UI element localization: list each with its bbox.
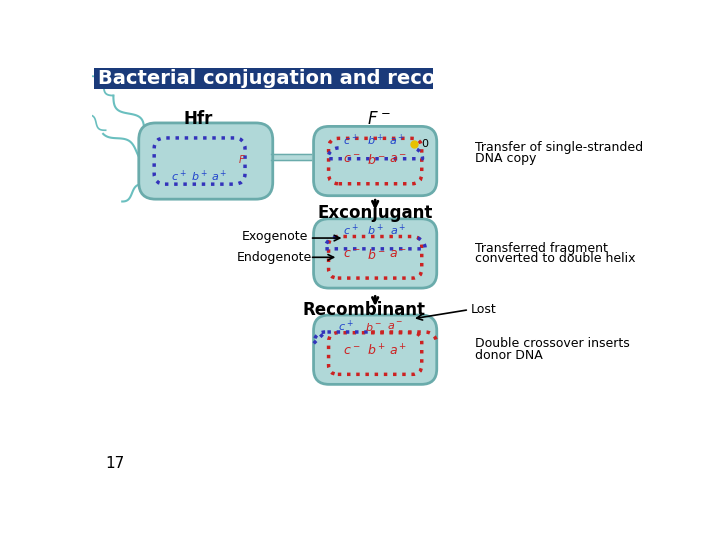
- Text: $c^+$: $c^+$: [343, 133, 359, 148]
- Text: Endogenote: Endogenote: [237, 251, 312, 264]
- Text: Transfer of single-stranded: Transfer of single-stranded: [475, 141, 644, 154]
- Text: $F^-$: $F^-$: [367, 110, 391, 127]
- Text: $b^+$: $b^+$: [367, 343, 386, 359]
- Text: $b^+$: $b^+$: [366, 133, 384, 148]
- Text: $b^-$: $b^-$: [365, 321, 382, 333]
- Text: $c^-$: $c^-$: [343, 248, 361, 261]
- Text: $a^-$: $a^-$: [389, 153, 408, 166]
- FancyBboxPatch shape: [314, 315, 437, 384]
- Text: Lost: Lost: [471, 303, 496, 316]
- Text: $a^-$: $a^-$: [387, 321, 403, 332]
- Text: Recombinant: Recombinant: [302, 301, 425, 319]
- Text: $c^-$: $c^-$: [343, 345, 361, 357]
- Text: Double crossover inserts: Double crossover inserts: [475, 337, 630, 350]
- Text: donor DNA: donor DNA: [475, 349, 543, 362]
- Text: $c^+$: $c^+$: [171, 169, 186, 184]
- Text: Hfr: Hfr: [184, 110, 212, 127]
- Text: $a^+$: $a^+$: [389, 343, 408, 359]
- Text: F: F: [239, 154, 245, 165]
- Text: Transferred fragment: Transferred fragment: [475, 241, 608, 254]
- Text: $b^+$: $b^+$: [191, 169, 208, 184]
- Text: $a^+$: $a^+$: [389, 133, 405, 148]
- Text: $c^+$: $c^+$: [338, 319, 354, 334]
- FancyBboxPatch shape: [314, 219, 437, 288]
- Text: 0: 0: [421, 139, 428, 149]
- Text: $a^+$: $a^+$: [390, 222, 407, 238]
- Text: $c^-$: $c^-$: [343, 153, 361, 166]
- FancyBboxPatch shape: [139, 123, 273, 199]
- FancyBboxPatch shape: [314, 126, 437, 195]
- Text: $c^+$: $c^+$: [343, 222, 359, 238]
- Text: $b^+$: $b^+$: [366, 222, 384, 238]
- Text: Exogenote: Exogenote: [242, 230, 308, 243]
- Text: Bacterial conjugation and recombination: Bacterial conjugation and recombination: [98, 69, 546, 88]
- Text: $a^+$: $a^+$: [212, 169, 228, 184]
- Text: DNA copy: DNA copy: [475, 152, 536, 165]
- Text: 17: 17: [106, 456, 125, 471]
- Text: $b^-$: $b^-$: [367, 152, 386, 166]
- Text: converted to double helix: converted to double helix: [475, 252, 636, 265]
- Text: Exconjugant: Exconjugant: [318, 205, 433, 222]
- Text: $b^-$: $b^-$: [367, 248, 386, 262]
- Bar: [94, 68, 433, 90]
- Text: $a^-$: $a^-$: [389, 248, 408, 261]
